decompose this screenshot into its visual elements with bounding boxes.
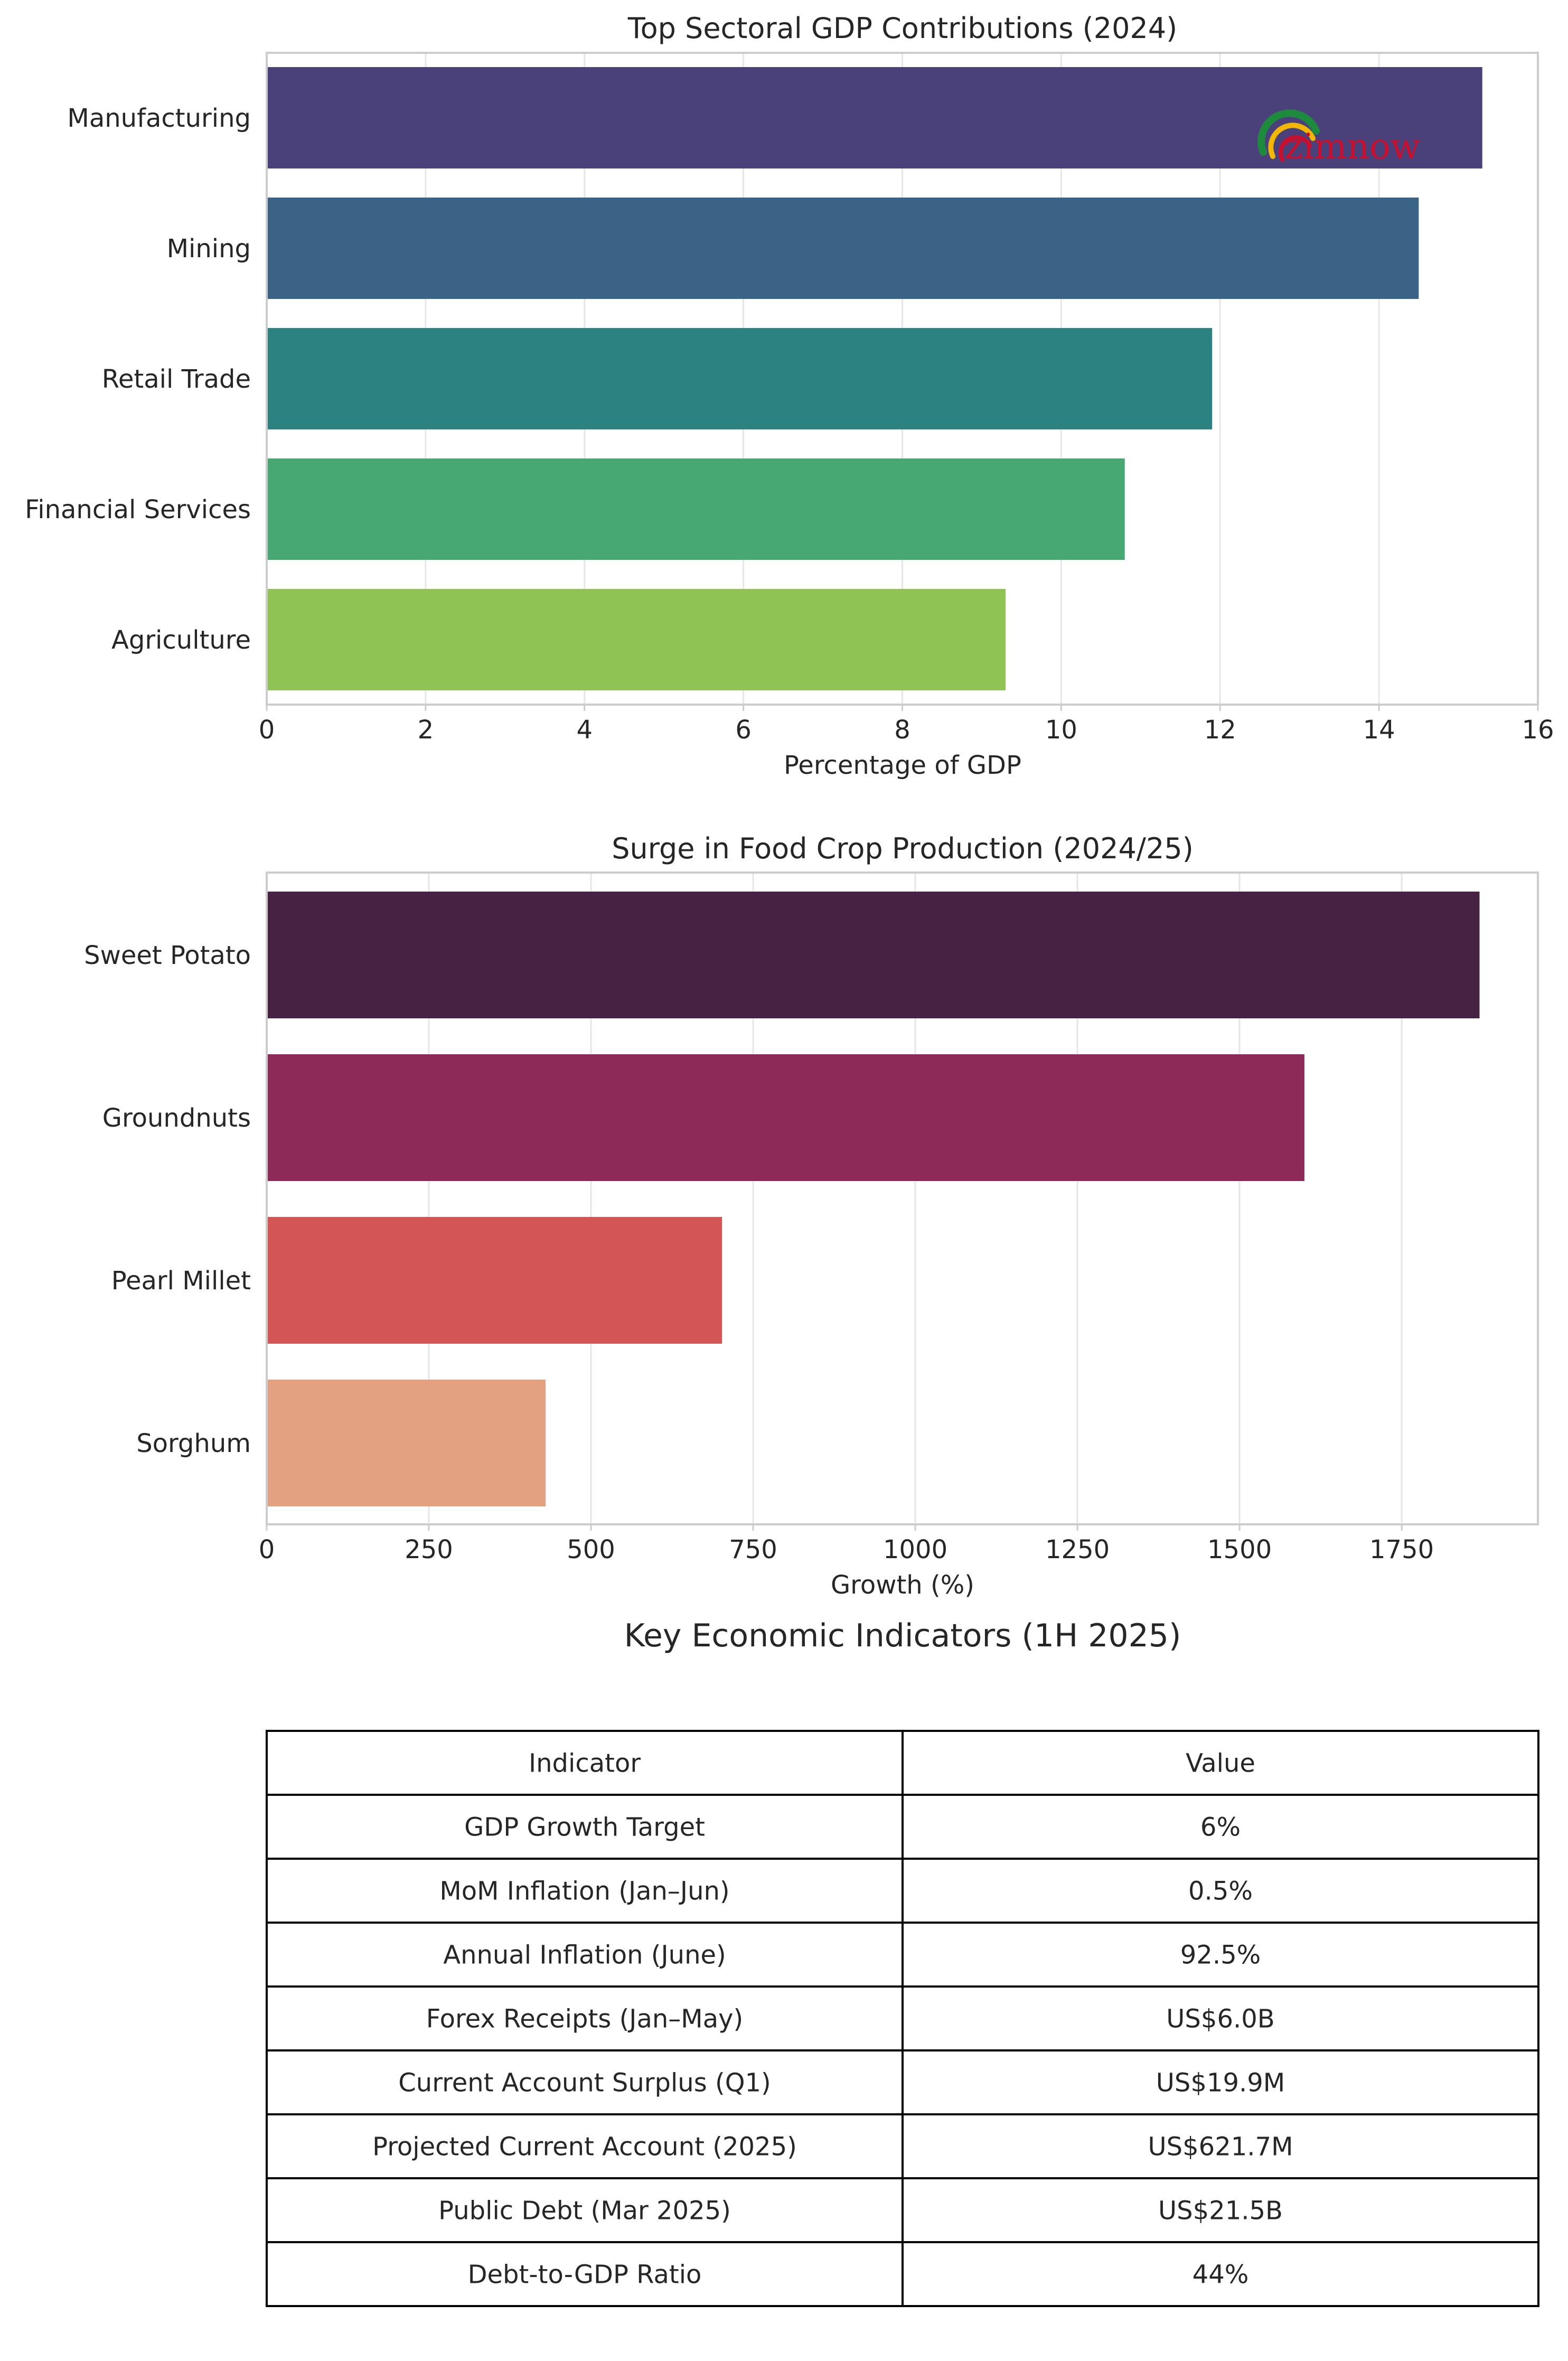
table-cell [266,2049,904,2115]
table-cell [266,1922,904,1988]
indicator-text: Annual Inflation (June) [443,1941,726,1970]
c1-x-tick-label: 0 [259,715,275,745]
value-text: US$6.0B [1166,2004,1274,2034]
indicators-table: Key Economic Indicators (1H 2025) Indica… [266,1617,1539,2307]
chart2-title: Surge in Food Crop Production (2024/25) [612,832,1194,865]
table-header-cell [266,1730,904,1796]
c2-category-label: Sorghum [136,1429,251,1458]
chart2-plot-frame [266,872,1539,1525]
c2-bar [267,1054,1304,1181]
table-cell [902,1922,1539,1988]
c2-x-tick-label: 1250 [1045,1535,1110,1564]
c1-x-tick-label: 14 [1363,715,1395,745]
table-cell [902,2049,1539,2115]
table-title: Key Economic Indicators (1H 2025) [624,1617,1181,1654]
zimnow-logo: zimnow [1257,109,1420,167]
c1-bar [267,458,1125,560]
table-cell [902,2177,1539,2243]
c2-category-label: Sweet Potato [84,941,251,970]
value-text: 92.5% [1180,1941,1261,1970]
chart1-x-axis-title: Percentage of GDP [784,751,1021,780]
table-cell [902,1858,1539,1924]
c2-x-tick-label: 0 [259,1535,275,1564]
indicator-text: Public Debt (Mar 2025) [438,2196,731,2226]
indicator-text: Projected Current Account (2025) [372,2132,797,2162]
c2-bar [267,1380,546,1506]
table-header-text: Value [1186,1749,1255,1778]
table-cell [902,1985,1539,2051]
indicator-text: GDP Growth Target [464,1813,705,1842]
value-text: 44% [1193,2260,1249,2290]
c1-bar [267,328,1213,429]
c1-category-label: Retail Trade [102,364,251,394]
c2-bar [267,892,1480,1018]
c1-x-tick-label: 2 [418,715,434,745]
c1-category-label: Agriculture [111,625,251,655]
c1-bar [267,198,1419,299]
indicator-text: MoM Inflation (Jan–Jun) [439,1877,729,1906]
logo-arc-green [1257,109,1320,156]
c2-category-label: Groundnuts [102,1103,251,1133]
table-header-cell [902,1730,1539,1796]
value-text: 6% [1200,1813,1241,1842]
c1-category-label: Mining [167,234,251,264]
c2-x-tick-label: 1750 [1369,1535,1434,1564]
c2-category-label: Pearl Millet [111,1266,251,1296]
food-crop-chart: Surge in Food Crop Production (2024/25) … [84,832,1539,1600]
c1-bar [267,589,1006,690]
c2-x-tick-label: 250 [405,1535,453,1564]
c1-category-label: Financial Services [25,495,251,524]
c1-category-label: Manufacturing [67,104,251,133]
table-cell [902,1794,1539,1860]
table-cell [266,1794,904,1860]
value-text: US$621.7M [1148,2132,1293,2162]
c1-x-tick-label: 16 [1522,715,1554,745]
indicator-text: Forex Receipts (Jan–May) [426,2004,744,2034]
c2-x-tick-label: 1500 [1207,1535,1272,1564]
table-cell [266,2113,904,2179]
c2-bar [267,1217,722,1344]
table-cell [902,2241,1539,2307]
sector-gdp-chart: Top Sectoral GDP Contributions (2024) Ma… [25,12,1554,780]
indicator-text: Debt-to-GDP Ratio [468,2260,702,2290]
table-cell [266,2177,904,2243]
logo-arc-red [1278,135,1312,162]
c2-x-tick-label: 750 [729,1535,777,1564]
indicator-text: Current Account Surplus (Q1) [398,2068,771,2098]
chart2-x-axis-title: Growth (%) [831,1570,974,1600]
value-text: US$21.5B [1158,2196,1283,2226]
c1-x-tick-label: 10 [1045,715,1077,745]
c2-x-tick-label: 500 [567,1535,615,1564]
c1-x-tick-label: 8 [894,715,910,745]
chart1-title: Top Sectoral GDP Contributions (2024) [627,12,1177,45]
value-text: US$19.9M [1156,2068,1285,2098]
table-header-text: Indicator [529,1749,641,1778]
c1-x-tick-label: 6 [735,715,752,745]
table-cell [266,2241,904,2307]
c1-x-tick-label: 4 [576,715,593,745]
value-text: 0.5% [1188,1877,1253,1906]
table-cell [902,2113,1539,2179]
logo-arc-yellow [1268,123,1316,159]
table-cell [266,1858,904,1924]
logo-wordmark: zimnow [1284,126,1420,167]
c1-x-tick-label: 12 [1204,715,1236,745]
table-cell [266,1985,904,2051]
c2-x-tick-label: 1000 [883,1535,947,1564]
